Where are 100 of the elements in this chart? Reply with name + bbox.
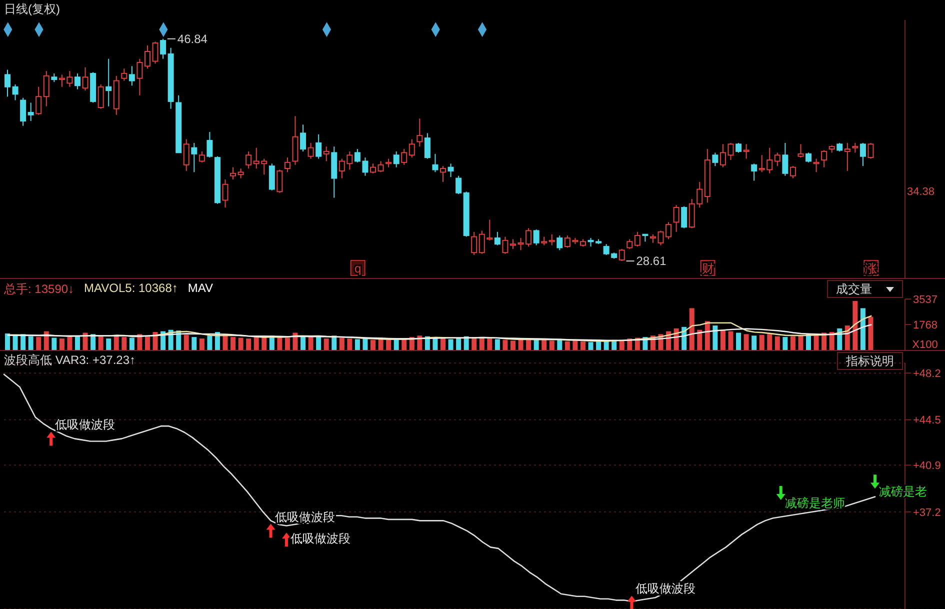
bar <box>728 331 734 350</box>
bar <box>852 300 858 350</box>
bar <box>74 336 80 350</box>
bar <box>767 334 772 350</box>
data-label: 涨 <box>865 261 878 276</box>
candlestick <box>860 142 866 167</box>
bar <box>736 332 742 350</box>
candlestick <box>813 158 820 173</box>
bar <box>67 337 72 350</box>
y-tick-label: 3537 <box>913 294 938 306</box>
bar <box>712 325 718 350</box>
bar <box>152 332 158 350</box>
bar <box>292 332 298 350</box>
bar <box>518 340 524 350</box>
bar <box>782 337 788 350</box>
candlestick <box>736 142 742 154</box>
bar <box>502 340 508 350</box>
bar <box>440 338 446 350</box>
candlestick <box>74 72 80 90</box>
candlestick <box>323 146 330 162</box>
candlestick <box>868 142 874 160</box>
candlestick <box>751 163 758 182</box>
y-tick-label: +40.9 <box>913 460 941 472</box>
candlestick <box>393 150 400 168</box>
bar <box>230 337 236 350</box>
bar <box>378 339 384 350</box>
candlestick <box>424 132 430 160</box>
bar <box>572 340 578 350</box>
bar <box>402 339 407 350</box>
bar <box>689 308 694 350</box>
candlestick <box>821 150 828 168</box>
bar <box>704 321 710 350</box>
bar <box>557 340 562 350</box>
bar <box>192 337 197 350</box>
candlestick <box>276 169 283 194</box>
bar <box>144 336 150 350</box>
bar <box>5 333 10 350</box>
candlestick <box>183 138 190 172</box>
candlestick <box>268 163 275 191</box>
bar <box>580 341 586 350</box>
text: 34.38 <box>907 186 935 198</box>
bar <box>860 308 866 350</box>
bar <box>59 338 64 350</box>
candlestick <box>20 97 26 126</box>
bar <box>596 341 602 350</box>
bar <box>246 338 252 350</box>
bar <box>106 338 112 350</box>
bar <box>494 339 500 350</box>
bar <box>339 338 344 350</box>
candlestick <box>136 58 143 96</box>
candlestick <box>806 152 812 163</box>
candlestick <box>370 163 376 174</box>
candlestick <box>798 144 804 158</box>
y-axis-title: X100 <box>912 339 938 351</box>
bar <box>28 336 34 350</box>
candlestick <box>416 118 423 148</box>
candlestick <box>206 131 213 158</box>
y-tick-label: +48.2 <box>913 368 941 380</box>
text: MAV <box>188 281 214 297</box>
candlestick <box>556 235 563 251</box>
chart-title: 日线(复权) <box>4 1 60 18</box>
bar <box>12 336 18 350</box>
bar <box>720 330 726 350</box>
bar <box>184 334 189 350</box>
bar <box>822 332 827 350</box>
bar <box>129 338 134 350</box>
candlestick <box>502 236 508 254</box>
bar <box>456 338 462 350</box>
bar <box>82 332 88 350</box>
bar <box>549 340 554 350</box>
candlestick <box>152 41 158 64</box>
bar <box>354 339 360 350</box>
data-label: 低吸做波段 <box>55 418 116 432</box>
candlestick <box>300 124 306 152</box>
y-tick-label: +44.5 <box>913 414 941 427</box>
candlestick <box>43 70 50 107</box>
candlestick <box>774 152 780 167</box>
data-label: 低吸做波段 <box>290 532 350 546</box>
annotation: 28.61 <box>636 254 667 268</box>
candlestick <box>548 234 555 246</box>
candlestick <box>238 168 244 179</box>
candlestick <box>790 166 796 179</box>
bar <box>90 334 96 350</box>
bar <box>36 337 42 350</box>
candlestick <box>618 248 625 262</box>
bar <box>199 338 204 350</box>
annotation: 指标说明 <box>846 352 894 370</box>
candlestick <box>98 84 104 110</box>
bar <box>774 336 780 350</box>
bar <box>20 334 26 350</box>
candlestick <box>448 163 454 178</box>
candlestick <box>844 142 850 172</box>
candlestick <box>743 144 750 160</box>
candlestick <box>160 38 166 60</box>
bar <box>238 338 244 350</box>
candlestick <box>408 138 415 158</box>
data-label: 减磅是老 <box>879 484 927 499</box>
bar <box>98 336 104 350</box>
candlestick <box>673 204 680 232</box>
bar <box>564 341 570 350</box>
